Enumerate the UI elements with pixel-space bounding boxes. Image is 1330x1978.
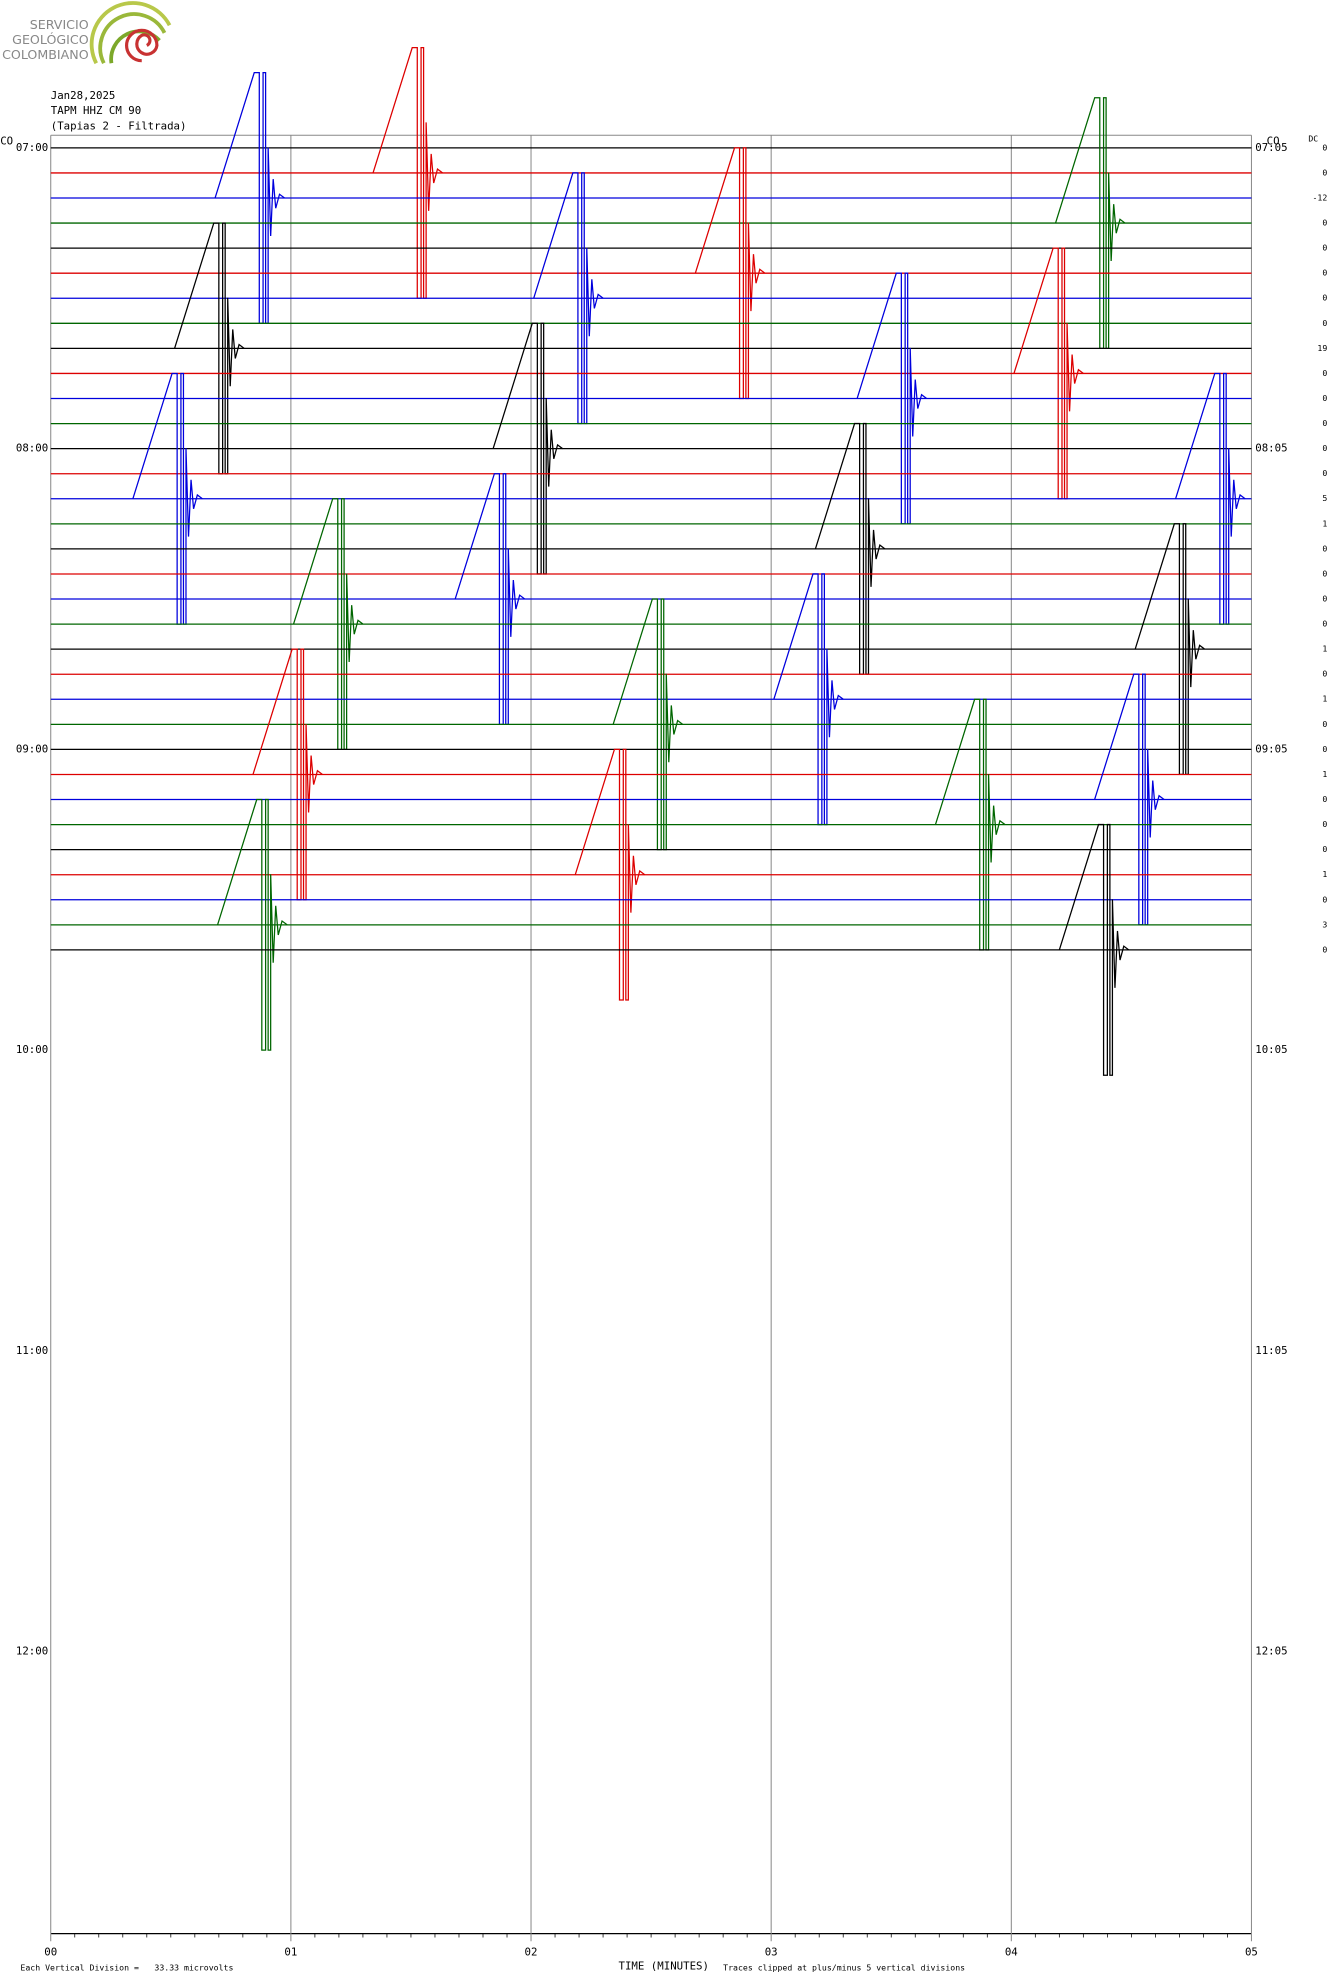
x-axis-label: TIME (MINUTES) [618,1960,708,1973]
left-time-label: 10:00 [16,1043,48,1056]
network-label: CO [1267,135,1280,148]
x-tick-label: 05 [1245,1946,1258,1959]
left-time-label: 07:00 [16,141,48,154]
dc-value: 0 [1322,418,1327,428]
dc-value: 0 [1322,543,1327,553]
logo-text: COLOMBIANO [2,47,89,62]
dc-value: -12 [1312,193,1327,203]
x-tick-label: 01 [284,1946,297,1959]
calibration-pulse [574,748,646,1001]
dc-value: 0 [1322,443,1327,453]
network-label: CO [0,135,13,148]
dc-value: 0 [1322,393,1327,403]
dc-value: 1 [1322,694,1327,704]
dc-value: 5 [1322,493,1327,503]
x-tick-label: 03 [765,1946,778,1959]
logo-spiral [125,28,159,63]
dc-header: DC [1308,134,1318,144]
right-time-label: 10:05 [1255,1043,1287,1056]
logo: SERVICIO GEOLÓGICO COLOMBIANO [2,1,172,65]
dc-value: 0 [1322,318,1327,328]
left-time-label: 09:00 [16,742,48,755]
dc-value: 1 [1322,769,1327,779]
dc-value: 0 [1322,468,1327,478]
dc-value: 0 [1322,619,1327,629]
logo-text: GEOLÓGICO [12,32,89,47]
dc-value: 1 [1322,869,1327,879]
footer: 33.33 microvolts [154,1962,233,1972]
calibration-pulse [216,798,288,1051]
title: (Tapias 2 - Filtrada) [51,119,187,132]
dc-value: 0 [1322,944,1327,954]
footer: Each Vertical Division = [20,1962,139,1972]
dc-value: 1 [1322,644,1327,654]
dc-value: 0 [1322,744,1327,754]
logo-text: SERVICIO [30,17,89,32]
dc-value: 0 [1322,142,1327,152]
x-tick-label: 00 [44,1946,57,1959]
right-time-label: 11:05 [1255,1344,1287,1357]
dc-value: 0 [1322,844,1327,854]
dc-value: 0 [1322,368,1327,378]
logo-arc [89,1,172,65]
dc-value: 0 [1322,243,1327,253]
calibration-pulse [1058,823,1130,1076]
title: TAPM HHZ CM 90 [51,104,141,117]
left-time-label: 08:00 [16,442,48,455]
left-time-label: 12:00 [16,1645,48,1658]
dc-value: 0 [1322,894,1327,904]
dc-value: 19 [1317,343,1327,353]
dc-value: 0 [1322,167,1327,177]
right-time-label: 09:05 [1255,742,1287,755]
title: Jan28,2025 [51,89,116,102]
logo-arc [98,12,167,65]
dc-value: 3 [1322,919,1327,929]
dc-value: 0 [1322,268,1327,278]
dc-value: 0 [1322,669,1327,679]
left-time-label: 11:00 [16,1344,48,1357]
right-time-label: 08:05 [1255,442,1287,455]
dc-value: 0 [1322,293,1327,303]
dc-value: 0 [1322,794,1327,804]
dc-value: 1 [1322,518,1327,528]
right-time-label: 07:05 [1255,141,1287,154]
dc-value: 0 [1322,568,1327,578]
dc-value: 0 [1322,218,1327,228]
x-tick-label: 04 [1005,1946,1018,1959]
footer: Traces clipped at plus/minus 5 vertical … [723,1962,965,1972]
x-tick-label: 02 [525,1946,538,1959]
dc-value: 0 [1322,819,1327,829]
dc-value: 0 [1322,594,1327,604]
right-time-label: 12:05 [1255,1645,1287,1658]
dc-value: 0 [1322,719,1327,729]
